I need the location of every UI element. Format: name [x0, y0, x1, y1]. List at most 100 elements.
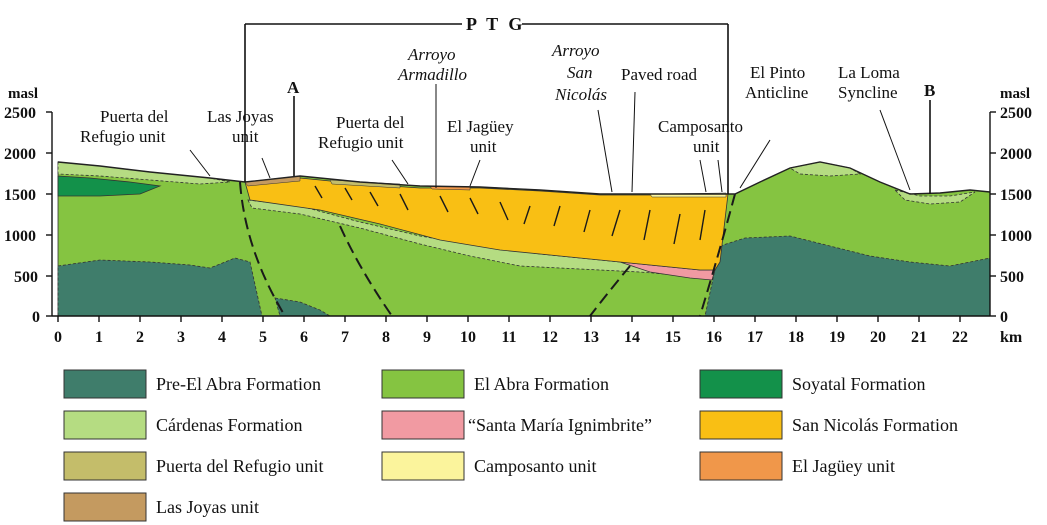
fault-arrows	[314, 185, 706, 245]
fault-right-2	[589, 265, 631, 317]
legend-swatch-cardenas	[63, 410, 147, 440]
legend-label-las-joyas: Las Joyas unit	[156, 497, 259, 517]
y-tick-label: 1000	[4, 228, 36, 245]
x-axis-ticks: 0 1 2 3 4 5 6 7 8 9 10 11 12 13 14 15 16 17 18 19 20 21 22	[54, 316, 968, 346]
x-tick-label: 21	[911, 329, 927, 346]
x-tick-label: 9	[423, 329, 431, 346]
y-tick-label: 0	[32, 309, 40, 326]
x-tick-label: 15	[665, 329, 681, 346]
fault-mid	[339, 225, 393, 317]
legend-swatch-santa-maria	[381, 410, 465, 440]
label-arroyo-san-1: Arroyo	[551, 41, 600, 60]
y-tick-label: 500	[1000, 269, 1024, 286]
label-camposanto-2: unit	[693, 137, 720, 156]
x-tick-label: 6	[300, 329, 308, 346]
x-tick-label: 14	[624, 329, 640, 346]
x-tick-label: 7	[341, 329, 349, 346]
ptg-bracket	[244, 23, 729, 194]
right-axis-unit: masl	[1000, 86, 1030, 102]
label-arroyo-san-3: Nicolás	[554, 85, 607, 104]
cardenas-syncline-area	[893, 189, 976, 205]
pre-el-abra-left-area	[57, 257, 263, 317]
y-tick-label: 2500	[1000, 105, 1032, 122]
x-tick-label: 10	[460, 329, 476, 346]
fault-right-1	[699, 193, 736, 317]
x-tick-label: 13	[583, 329, 599, 346]
legend-label-soyatal: Soyatal Formation	[792, 374, 926, 394]
label-las-joyas-2: unit	[232, 127, 259, 146]
label-arroyo-san-2: San	[567, 63, 593, 82]
x-tick-label: 8	[382, 329, 390, 346]
x-tick-label: 4	[218, 329, 226, 346]
right-axis	[989, 111, 996, 317]
legend-swatch-puerta	[63, 451, 147, 481]
soyatal-formation-area	[57, 175, 162, 197]
label-el-pinto-2: Anticline	[745, 83, 808, 102]
label-puerta-left-1: Puerta del	[100, 107, 169, 126]
legend: Pre-El Abra Formation El Abra Formation …	[63, 369, 958, 522]
label-paved-road: Paved road	[621, 65, 698, 84]
y-tick-label: 0	[1000, 309, 1008, 326]
x-tick-label: 5	[259, 329, 267, 346]
label-arroyo-armadillo-1: Arroyo	[407, 45, 456, 64]
label-la-loma-2: Syncline	[838, 83, 898, 102]
y-tick-label: 1500	[4, 187, 36, 204]
legend-label-cardenas: Cárdenas Formation	[156, 415, 302, 435]
left-y-tick-labels: 2500 2000 1500 1000 500 0	[4, 105, 40, 326]
legend-swatch-soyatal	[699, 369, 783, 399]
topographic-surface	[57, 161, 991, 195]
label-la-loma-1: La Loma	[838, 63, 900, 82]
y-tick-label: 2000	[4, 146, 36, 163]
faults	[239, 181, 736, 317]
label-jaguey-1: El Jagüey	[447, 117, 514, 136]
legend-label-san-nicolas: San Nicolás Formation	[792, 415, 958, 435]
legend-swatch-jaguey	[699, 451, 783, 481]
label-el-pinto-1: El Pinto	[750, 63, 805, 82]
legend-swatch-pre-el-abra	[63, 369, 147, 399]
ptg-label: P T G	[466, 14, 525, 34]
cross-section	[57, 161, 991, 317]
legend-label-puerta: Puerta del Refugio unit	[156, 456, 323, 476]
legend-swatch-las-joyas	[63, 492, 147, 522]
label-las-joyas-1: Las Joyas	[207, 107, 274, 126]
x-tick-label: 16	[706, 329, 722, 346]
pre-el-abra-right-area	[704, 235, 991, 317]
y-tick-label: 1000	[1000, 228, 1032, 245]
x-tick-label: 11	[501, 329, 516, 346]
legend-label-santa-maria: “Santa María Ignimbrite”	[468, 415, 652, 435]
label-camposanto-1: Camposanto	[658, 117, 743, 136]
legend-label-pre-el-abra: Pre-El Abra Formation	[156, 374, 321, 394]
legend-label-camposanto: Camposanto unit	[474, 456, 597, 476]
y-tick-label: 2500	[4, 105, 36, 122]
x-tick-label: 1	[95, 329, 103, 346]
y-tick-label: 500	[14, 269, 38, 286]
x-tick-label: 22	[952, 329, 968, 346]
left-axis	[46, 111, 53, 317]
legend-label-jaguey: El Jagüey unit	[792, 456, 895, 476]
legend-swatch-san-nicolas	[699, 410, 783, 440]
km-unit: km	[1000, 329, 1023, 346]
marker-a-label: A	[287, 78, 300, 97]
marker-b-label: B	[924, 81, 935, 100]
label-arroyo-armadillo-2: Armadillo	[397, 65, 467, 84]
y-tick-label: 1500	[1000, 187, 1032, 204]
label-puerta-left-2: Refugio unit	[80, 127, 166, 146]
right-y-tick-labels: 2500 2000 1500 1000 500 0	[1000, 105, 1032, 326]
pre-el-abra-patch	[274, 297, 332, 317]
x-tick-label: 3	[177, 329, 185, 346]
label-puerta-mid-1: Puerta del	[336, 113, 405, 132]
cardenas-right-area	[788, 161, 862, 177]
x-tick-label: 19	[829, 329, 845, 346]
legend-swatch-el-abra	[381, 369, 465, 399]
leader-lines	[189, 84, 911, 193]
y-tick-label: 2000	[1000, 146, 1032, 163]
section-labels: Puerta del Refugio unit Las Joyas unit A…	[80, 41, 900, 156]
x-tick-label: 20	[870, 329, 886, 346]
label-jaguey-2: unit	[470, 137, 497, 156]
x-tick-label: 2	[136, 329, 144, 346]
x-tick-label: 18	[788, 329, 804, 346]
left-axis-unit: masl	[8, 86, 38, 102]
x-tick-label: 17	[747, 329, 763, 346]
label-puerta-mid-2: Refugio unit	[318, 133, 404, 152]
